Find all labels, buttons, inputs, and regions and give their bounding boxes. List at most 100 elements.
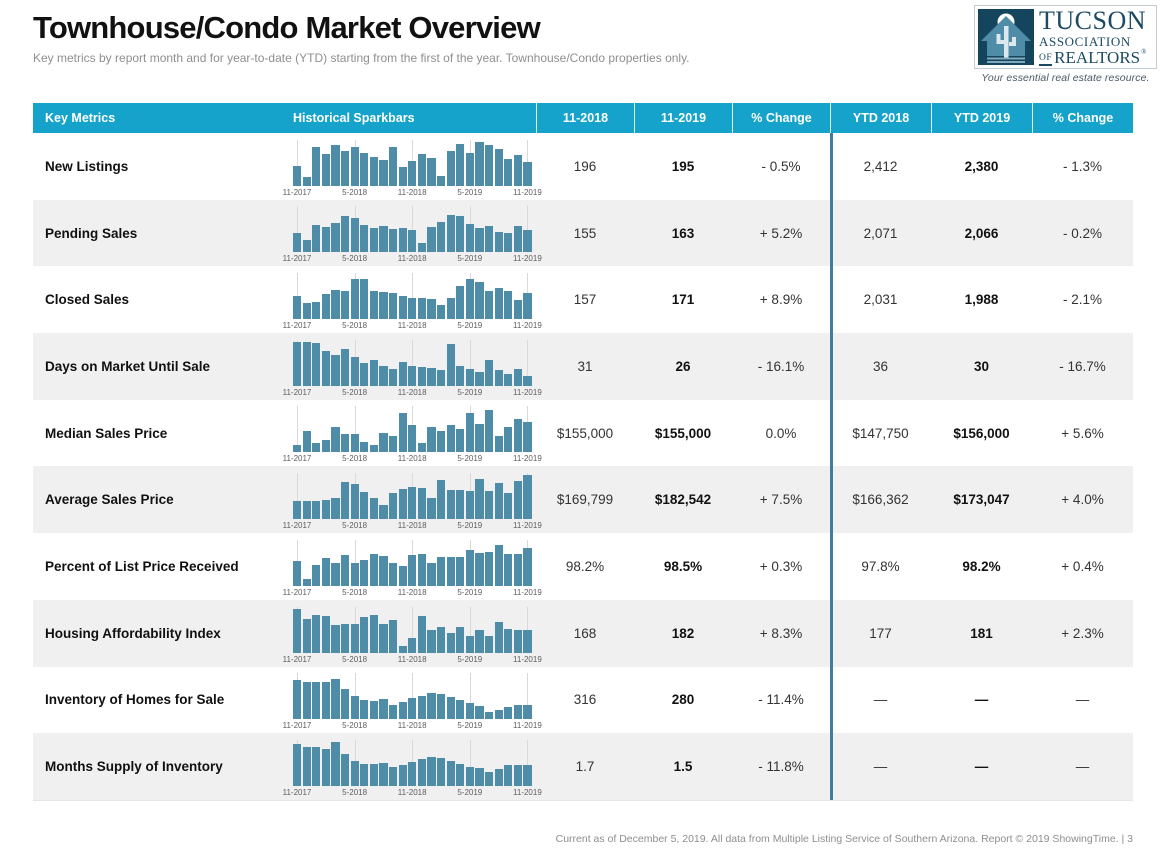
spark-bar — [369, 291, 378, 320]
spark-bar — [312, 343, 321, 386]
spark-bar — [504, 426, 513, 453]
spark-bar — [389, 562, 398, 586]
gridline — [412, 673, 414, 720]
metric-label: Median Sales Price — [45, 425, 168, 441]
column-header: Historical Sparkbars — [293, 111, 415, 125]
spark-bar — [456, 215, 465, 253]
tick-label: 5-2019 — [457, 587, 483, 597]
logo-realtors: REALTORS — [1054, 48, 1141, 67]
gridline — [469, 606, 471, 653]
spark-bar — [417, 297, 426, 320]
spark-bar — [321, 440, 330, 453]
spark-bar — [427, 692, 436, 720]
tick-label: 11-2019 — [513, 254, 542, 264]
sparkbar-chart: 11-2017 5-2018 11-2018 5-2019 11-2019 — [283, 133, 542, 200]
spark-bar — [312, 224, 321, 253]
value-cell: - 1.3% — [1062, 158, 1103, 174]
tick-label: 5-2019 — [457, 721, 483, 731]
spark-bar — [427, 562, 436, 586]
tick-label: 5-2019 — [457, 387, 483, 397]
gridline — [412, 273, 414, 320]
spark-bar — [293, 608, 302, 653]
value-cell: 168 — [573, 625, 597, 641]
table-row: Median Sales Price 11-2017 5-2018 11-2018 5-… — [33, 399, 1133, 467]
value-cell: - 0.2% — [1062, 225, 1103, 241]
report-heading: Townhouse/Condo Market Overview Key metr… — [33, 10, 933, 65]
spark-bar — [293, 680, 302, 720]
tick-label: 11-2019 — [513, 654, 542, 664]
spark-bar — [475, 282, 484, 320]
tick-label: 11-2017 — [282, 587, 312, 597]
tick-label: 11-2019 — [513, 587, 542, 597]
sparkbar-chart: 11-2017 5-2018 11-2018 5-2019 11-2019 — [283, 733, 542, 800]
logo-tagline: Your essential real estate resource. — [981, 72, 1150, 84]
spark-bar — [331, 678, 340, 720]
spark-bar — [369, 763, 378, 786]
spark-bar — [331, 742, 340, 786]
tick-label: 11-2018 — [397, 521, 427, 531]
spark-bar — [475, 768, 484, 786]
column-header: 11-2019 — [634, 103, 732, 133]
spark-bar — [465, 279, 474, 320]
spark-bar — [398, 764, 407, 786]
spark-bar — [427, 298, 436, 320]
value-cell: 26 — [675, 358, 691, 374]
page-title: Townhouse/Condo Market Overview — [33, 10, 541, 45]
spark-bar — [417, 696, 426, 720]
spark-bar — [494, 710, 503, 720]
spark-bar — [446, 489, 455, 520]
spark-bar — [465, 635, 474, 653]
tick-label: 11-2019 — [513, 454, 542, 464]
value-cell: 36 — [872, 358, 889, 374]
sparkbar-chart: 11-2017 5-2018 11-2018 5-2019 11-2019 — [283, 266, 542, 333]
spark-bar — [485, 410, 494, 453]
spark-bar — [475, 371, 484, 386]
spark-bar — [446, 633, 455, 653]
spark-bar — [456, 365, 465, 386]
spark-bar — [446, 297, 455, 320]
value-cell: + 5.6% — [1061, 425, 1104, 441]
value-cell: 157 — [573, 292, 597, 308]
value-cell: 2,380 — [964, 158, 999, 174]
spark-bar — [408, 424, 417, 453]
spark-bar — [456, 763, 465, 786]
value-cell: - 16.7% — [1059, 358, 1106, 374]
spark-bar — [475, 142, 484, 186]
spark-bar — [427, 426, 436, 453]
spark-bar — [523, 293, 532, 320]
metric-label: New Listings — [45, 158, 129, 174]
ytd-divider-line — [830, 133, 833, 800]
metric-label: Pending Sales — [45, 225, 138, 241]
spark-bar — [446, 697, 455, 720]
tick-label: 5-2019 — [457, 187, 483, 197]
spark-bar — [523, 161, 532, 186]
spark-bar — [321, 351, 330, 386]
spark-bar — [513, 299, 522, 320]
table-row: Average Sales Price 11-2017 5-2018 11-2018 5… — [33, 466, 1133, 534]
logo-box: TUCSON ASSOCIATION OF REALTORS ® — [974, 5, 1157, 69]
sparkbar-chart: 11-2017 5-2018 11-2018 5-2019 11-2019 — [283, 600, 542, 667]
spark-bar — [513, 225, 522, 253]
spark-bar — [321, 499, 330, 520]
spark-bar — [513, 369, 522, 386]
spark-bar — [369, 227, 378, 253]
spark-bar — [465, 703, 474, 720]
spark-bar — [331, 289, 340, 320]
tick-label: 5-2018 — [342, 787, 368, 797]
spark-bar — [379, 556, 388, 586]
spark-bar — [398, 645, 407, 653]
spark-bar — [369, 157, 378, 186]
spark-bar — [437, 693, 446, 720]
house-cactus-icon — [978, 9, 1034, 65]
spark-bar — [302, 342, 311, 386]
spark-bar — [485, 551, 494, 586]
spark-bar — [408, 637, 417, 653]
value-cell: $155,000 — [556, 425, 614, 441]
tick-label: 5-2019 — [457, 521, 483, 531]
spark-bar — [379, 292, 388, 320]
spark-bar — [312, 565, 321, 586]
spark-bar — [446, 760, 455, 786]
spark-bar — [369, 359, 378, 386]
value-cell: 1,988 — [964, 292, 999, 308]
value-cell: 2,412 — [863, 158, 898, 174]
